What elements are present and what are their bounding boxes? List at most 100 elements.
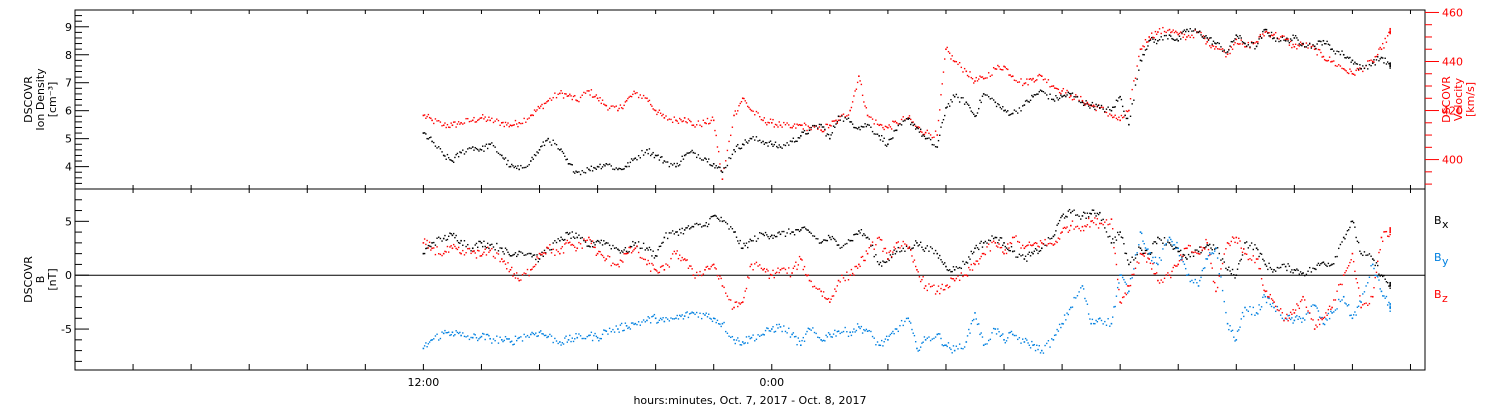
data-sample-bx (892, 253, 894, 255)
data-sample-velocity (1116, 118, 1119, 121)
data-sample-by (1315, 305, 1317, 307)
data-point-bz (1244, 252, 1246, 255)
data-sample-velocity (968, 75, 970, 78)
data-sample-velocity (1355, 69, 1357, 72)
data-sample-velocity (731, 126, 734, 128)
data-sample-bz (984, 253, 987, 256)
data-sample-bx (1367, 254, 1369, 256)
data-sample-velocity (627, 97, 629, 100)
data-sample-bx (619, 252, 622, 254)
data-point-bx (779, 233, 782, 236)
data-sample-bz (564, 243, 566, 245)
data-sample-by (1091, 318, 1094, 321)
data-sample-bx (511, 255, 513, 257)
data-sample-bz (933, 284, 935, 286)
data-sample-ion-density (963, 103, 966, 105)
data-sample-velocity (876, 123, 879, 126)
data-sample-bx (1341, 241, 1343, 243)
data-sample-bz (1365, 302, 1367, 304)
data-sample-bz (629, 247, 632, 249)
data-point-bz (1284, 317, 1287, 320)
data-sample-velocity (939, 109, 941, 111)
data-sample-ion-density (1114, 106, 1116, 108)
data-sample-ion-density (1373, 59, 1375, 61)
data-sample-by (1240, 318, 1242, 320)
data-sample-ion-density (792, 137, 795, 139)
data-point-bz (663, 269, 666, 271)
data-sample-velocity (1287, 38, 1289, 40)
data-sample-by (603, 329, 605, 331)
data-sample-velocity (513, 124, 515, 126)
data-sample-ion-density (520, 164, 522, 167)
data-sample-velocity (1230, 46, 1233, 48)
data-point-velocity (704, 121, 706, 124)
data-sample-ion-density (1377, 56, 1379, 58)
data-sample-bx (1037, 252, 1039, 255)
data-sample-bz (1352, 260, 1355, 263)
data-sample-bz (1136, 261, 1138, 263)
data-sample-bx (1370, 255, 1372, 257)
data-sample-by (1299, 317, 1302, 320)
data-sample-ion-density (540, 145, 542, 148)
data-sample-bz (665, 263, 667, 265)
data-sample-ion-density (465, 151, 467, 153)
data-point-ion-density (974, 115, 976, 118)
data-sample-bz (1279, 308, 1282, 310)
data-sample-bz (1044, 238, 1046, 241)
data-sample-bz (1294, 309, 1297, 311)
data-sample-velocity (670, 118, 672, 121)
data-sample-bz (834, 288, 836, 290)
data-sample-bx (439, 237, 442, 240)
data-sample-velocity (1214, 48, 1216, 50)
data-sample-ion-density (1368, 63, 1371, 66)
data-sample-ion-density (604, 165, 606, 167)
data-sample-by (694, 313, 696, 316)
data-sample-bx (1063, 217, 1066, 219)
data-sample-bx (540, 254, 542, 256)
data-point-bx (1342, 236, 1345, 239)
data-point-velocity (741, 97, 744, 100)
data-sample-by (662, 317, 664, 319)
data-sample-ion-density (445, 158, 447, 160)
data-sample-velocity (760, 118, 763, 121)
data-sample-by (1268, 297, 1270, 300)
data-sample-bx (894, 253, 897, 255)
data-sample-ion-density (902, 120, 904, 122)
data-sample-ion-density (467, 148, 469, 150)
data-sample-velocity (875, 119, 877, 121)
data-sample-by (483, 333, 485, 335)
data-sample-bx (1013, 250, 1016, 252)
data-sample-ion-density (1305, 46, 1308, 48)
data-sample-velocity (610, 105, 612, 107)
data-sample-bz (1389, 229, 1391, 232)
data-sample-by (1344, 302, 1346, 304)
data-point-velocity (1168, 28, 1171, 31)
data-sample-by (1109, 325, 1111, 327)
data-point-ion-density (1206, 37, 1209, 39)
data-sample-velocity (788, 124, 790, 126)
data-sample-velocity (1000, 68, 1003, 71)
data-sample-ion-density (950, 99, 952, 101)
data-sample-by (1113, 306, 1115, 308)
data-sample-bx (763, 234, 766, 237)
data-point-bz (1128, 285, 1130, 287)
data-point-bx (646, 247, 648, 250)
data-sample-bz (853, 274, 855, 276)
data-sample-velocity (870, 116, 872, 118)
data-sample-bz (1296, 303, 1298, 305)
data-sample-velocity (644, 97, 646, 99)
data-point-velocity (1235, 38, 1238, 41)
data-sample-bz (962, 275, 964, 278)
data-sample-bz (1202, 246, 1205, 249)
data-point-by (916, 347, 918, 350)
data-sample-velocity (917, 126, 919, 128)
data-sample-by (738, 340, 740, 342)
data-sample-bz (532, 266, 534, 268)
data-sample-bz (1327, 308, 1330, 311)
data-sample-ion-density (502, 157, 504, 159)
data-sample-bx (739, 239, 741, 242)
data-sample-by (911, 328, 913, 331)
data-sample-ion-density (1002, 106, 1004, 108)
data-point-bx (1380, 274, 1383, 276)
data-sample-velocity (1252, 42, 1254, 45)
